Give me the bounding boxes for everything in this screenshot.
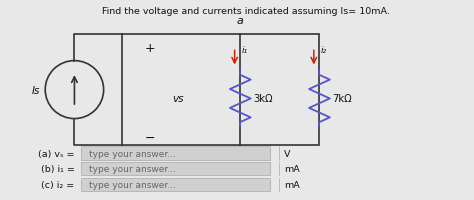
Text: type your answer...: type your answer... [89,164,175,173]
Text: a: a [237,16,244,26]
Text: (c) i₂ =: (c) i₂ = [41,180,74,189]
Text: Is: Is [32,85,40,95]
Text: type your answer...: type your answer... [89,149,175,158]
Text: 7kΩ: 7kΩ [333,94,352,104]
Bar [121,35,319,145]
Text: V: V [284,149,291,158]
Text: 3kΩ: 3kΩ [254,94,273,104]
Text: Find the voltage and currents indicated assuming Is= 10mA.: Find the voltage and currents indicated … [102,7,391,16]
Text: +: + [145,42,155,55]
Text: (a) vₛ =: (a) vₛ = [38,149,74,158]
Text: i₂: i₂ [320,46,327,55]
Text: i₁: i₁ [241,46,247,55]
Text: (b) i₁ =: (b) i₁ = [41,164,74,173]
Bar [82,147,270,160]
Bar [82,162,270,175]
Text: −: − [145,131,155,144]
Bar [82,178,270,191]
Text: type your answer...: type your answer... [89,180,175,189]
Text: mA: mA [284,180,300,189]
Text: mA: mA [284,164,300,173]
Text: vs: vs [173,94,184,104]
